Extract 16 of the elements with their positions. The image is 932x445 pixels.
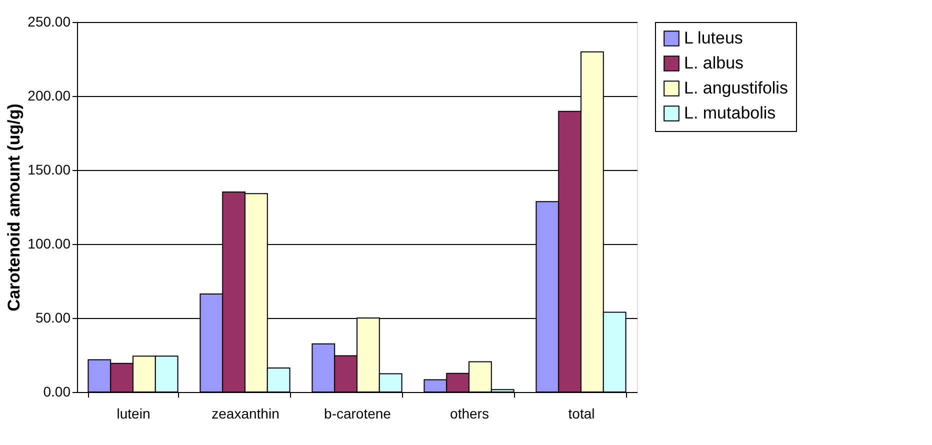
y-tick-label: 100.00 (28, 236, 71, 252)
legend-label: L. albus (684, 54, 744, 72)
y-tick-label: 250.00 (28, 14, 71, 30)
y-tick-label: 50.00 (35, 310, 71, 326)
x-tick-label: others (450, 406, 489, 422)
y-tick-label: 150.00 (28, 162, 71, 178)
x-tick-label: total (568, 406, 595, 422)
x-tick-label: lutein (116, 406, 150, 422)
legend-label: L. angustifolis (684, 78, 788, 98)
y-tick-label: 0.00 (43, 384, 71, 400)
x-tick-label: zeaxanthin (212, 406, 280, 422)
x-tick-label: b-carotene (324, 406, 392, 422)
y-axis-title: Carotenoid amount (ug/g) (4, 104, 24, 312)
legend-label: L. mutabolis (684, 104, 776, 122)
legend-label: L luteus (684, 28, 743, 48)
y-tick-label: 200.00 (28, 88, 71, 104)
